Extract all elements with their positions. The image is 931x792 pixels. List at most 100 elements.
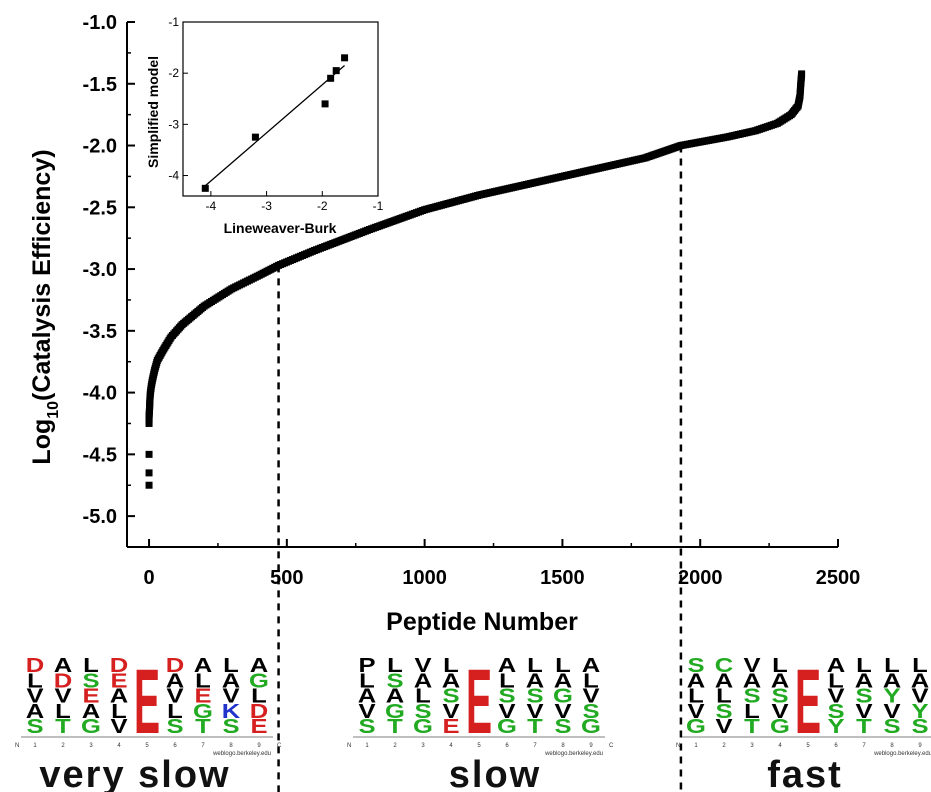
y-tick-label: -1.5 bbox=[83, 74, 117, 96]
inset-x-tick-label: -3 bbox=[261, 199, 272, 213]
inset-x-tick-label: -2 bbox=[317, 199, 328, 213]
reference-lines bbox=[277, 145, 683, 792]
logo-residue: A bbox=[54, 654, 73, 677]
logo-residue: G bbox=[413, 715, 433, 738]
logo-residue: G bbox=[497, 715, 517, 738]
logo-residue: V bbox=[222, 684, 240, 707]
logo-residue: L bbox=[359, 669, 375, 692]
logo-residue: S bbox=[687, 654, 704, 677]
logo-residue: L bbox=[912, 654, 928, 677]
logo-residue: S bbox=[414, 699, 431, 722]
logo-residue: V bbox=[442, 699, 460, 722]
data-point bbox=[798, 70, 806, 78]
logo-position-number: 2 bbox=[61, 743, 65, 749]
logo-residue: S bbox=[386, 669, 403, 692]
logo-position-number: 3 bbox=[89, 743, 93, 749]
y-tick-label: -4.0 bbox=[83, 383, 117, 405]
logo-residue: V bbox=[110, 715, 128, 738]
logo-residue: S bbox=[442, 684, 459, 707]
logo-residue: V bbox=[743, 654, 761, 677]
logo-residue: S bbox=[855, 684, 872, 707]
logo-position-number: 2 bbox=[722, 743, 726, 749]
logo-position-number: 4 bbox=[117, 743, 121, 749]
logo-residue: A bbox=[358, 684, 377, 707]
logo-residue: S bbox=[743, 684, 760, 707]
logo-credit: weblogo.berkeley.edu bbox=[544, 751, 603, 757]
logo-position-number: 8 bbox=[890, 743, 894, 749]
logo-residue: A bbox=[911, 669, 930, 692]
logo-position-number: 9 bbox=[257, 743, 261, 749]
logo-position-number: 1 bbox=[33, 743, 37, 749]
logo-position-number: 8 bbox=[561, 743, 565, 749]
logo-residue: V bbox=[54, 684, 72, 707]
logo-residue: S bbox=[554, 715, 571, 738]
logo-residue: V bbox=[26, 684, 44, 707]
logo-residue: G bbox=[686, 715, 706, 738]
inset-plot: -4 -3 -2 -1 -1 -2 -3 -4 Lineweaver-Burk Simplif… bbox=[145, 15, 384, 236]
rate-category-label: very slow bbox=[39, 754, 230, 792]
logo-n-terminus: N bbox=[676, 743, 680, 749]
inset-y-tick-label: -3 bbox=[168, 117, 179, 131]
logo-residue: V bbox=[358, 699, 376, 722]
y-tick-label: -2.5 bbox=[83, 197, 117, 219]
logo-residue: A bbox=[554, 669, 573, 692]
logo-residue: S bbox=[827, 699, 844, 722]
logo-residue: Y bbox=[827, 715, 845, 738]
logo-residue: V bbox=[771, 699, 789, 722]
y-axis-title-rest: (Catalysis Efficiency) bbox=[28, 149, 56, 401]
logo-residue: L bbox=[828, 669, 844, 692]
x-tick-label: 0 bbox=[143, 567, 154, 589]
logo-residue: T bbox=[744, 715, 760, 738]
logo-residue: T bbox=[387, 715, 403, 738]
logo-residue: L bbox=[195, 669, 211, 692]
logo-position-number: 6 bbox=[834, 743, 838, 749]
data-point bbox=[145, 469, 153, 477]
logo-residue: A bbox=[743, 669, 762, 692]
logo-residue: S bbox=[771, 684, 788, 707]
logo-position-number: 1 bbox=[694, 743, 698, 749]
logo-residue: G bbox=[770, 715, 790, 738]
logo-c-terminus: C bbox=[609, 743, 614, 749]
inset-x-tick-label: -1 bbox=[373, 199, 384, 213]
logo-residue: S bbox=[166, 715, 183, 738]
logo-residue: A bbox=[827, 654, 846, 677]
logo-residue: S bbox=[82, 669, 99, 692]
logo-residue: Y bbox=[911, 699, 929, 722]
inset-data-point bbox=[332, 67, 340, 75]
logo-residue: L bbox=[688, 684, 704, 707]
logo-residue: A bbox=[222, 669, 241, 692]
logo-residue: L bbox=[27, 669, 43, 692]
logo-residue: L bbox=[111, 699, 127, 722]
logo-residue: T bbox=[55, 715, 71, 738]
data-point bbox=[145, 450, 153, 458]
inset-x-tick-label: -4 bbox=[206, 199, 217, 213]
logo-residue: A bbox=[26, 699, 45, 722]
logo-residue: L bbox=[83, 654, 99, 677]
logo-residue: E bbox=[194, 684, 211, 707]
data-point bbox=[145, 481, 153, 489]
logo-position-number: 7 bbox=[533, 743, 537, 749]
logo-n-terminus: N bbox=[347, 743, 351, 749]
logo-residue: A bbox=[110, 684, 129, 707]
rate-category-label: slow bbox=[449, 754, 541, 792]
logo-residue: C bbox=[715, 654, 734, 677]
logo-position-number: 5 bbox=[477, 743, 481, 749]
y-axis-title: Log10(Catalysis Efficiency) bbox=[28, 149, 62, 464]
y-tick-label: -2.0 bbox=[83, 136, 117, 158]
logo-position-number: 9 bbox=[589, 743, 593, 749]
logo-residue: D bbox=[250, 699, 268, 722]
main-series bbox=[145, 70, 806, 489]
logo-residue: A bbox=[526, 669, 545, 692]
y-tick-label: -4.5 bbox=[83, 444, 117, 466]
logo-residue: S bbox=[582, 699, 599, 722]
logo-residue: A bbox=[82, 699, 101, 722]
rate-category-label: fast bbox=[767, 754, 843, 792]
logo-residue: V bbox=[166, 684, 184, 707]
logo-residue: G bbox=[81, 715, 101, 738]
logo-residue: V bbox=[526, 699, 544, 722]
logo-residue: T bbox=[856, 715, 872, 738]
logo-residue: A bbox=[582, 654, 601, 677]
logo-position-number: 5 bbox=[806, 743, 810, 749]
inset-y-axis-title: Simplified model bbox=[145, 56, 161, 168]
